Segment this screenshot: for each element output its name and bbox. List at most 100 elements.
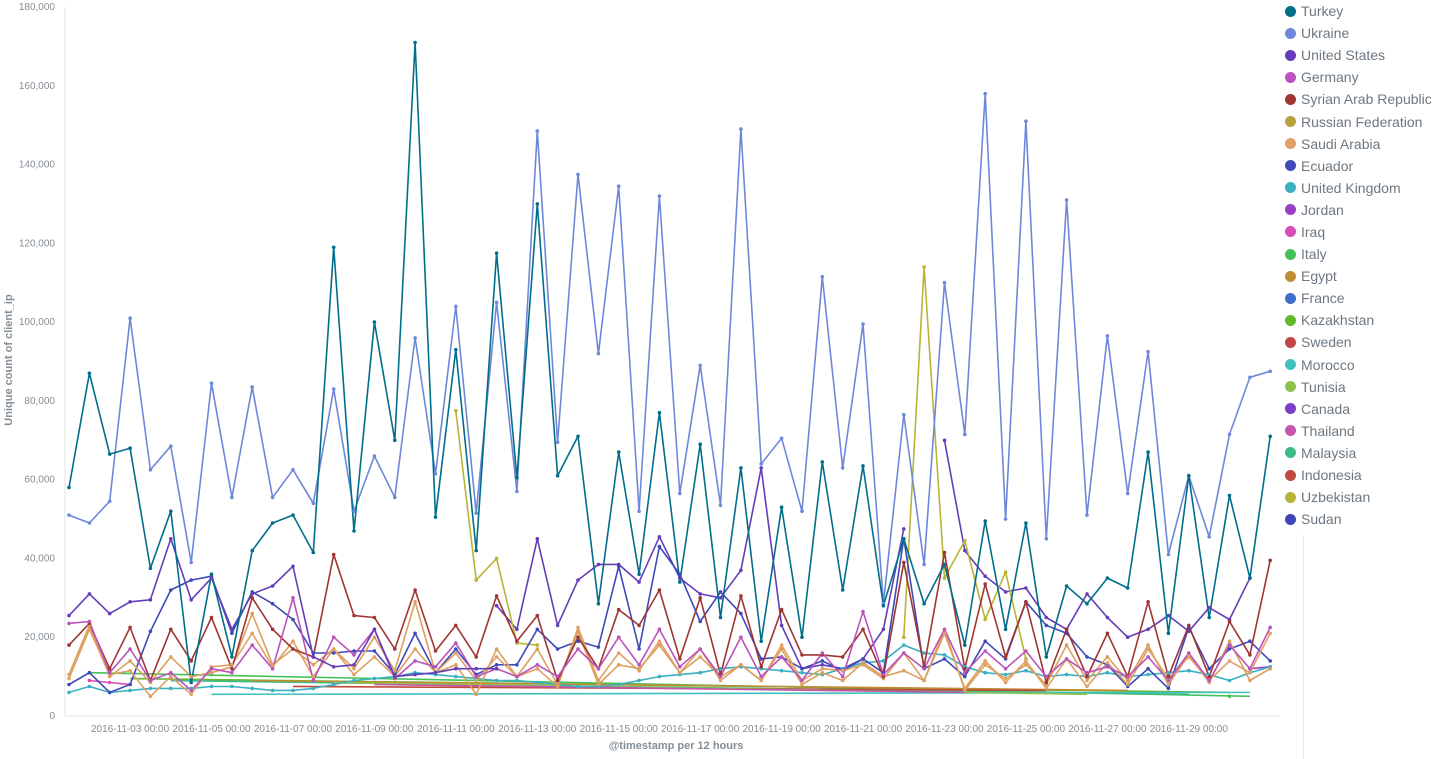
data-point-germany[interactable] — [230, 670, 234, 675]
series-line-turkey[interactable] — [68, 41, 1271, 684]
legend-item-jordan[interactable]: Jordan — [1282, 199, 1432, 221]
data-point-united-kingdom[interactable] — [148, 686, 153, 691]
data-point-syrian-arab-republic[interactable] — [474, 655, 479, 659]
data-point-ukraine[interactable] — [189, 560, 193, 565]
data-point-syrian-arab-republic[interactable] — [698, 596, 702, 600]
data-point-extra[interactable] — [1003, 590, 1008, 594]
data-point-turkey[interactable] — [87, 371, 92, 376]
data-point-turkey[interactable] — [1003, 627, 1008, 632]
data-point-russian-federation[interactable] — [1125, 678, 1130, 683]
data-point-germany[interactable] — [983, 649, 987, 653]
legend-item-united-kingdom[interactable]: United Kingdom — [1282, 177, 1432, 199]
data-point-ecuador[interactable] — [963, 674, 967, 679]
data-point-united-states[interactable] — [413, 672, 417, 677]
data-point-united-states[interactable] — [67, 613, 71, 618]
data-point-saudi-arabia[interactable] — [372, 655, 377, 659]
data-point-syrian-arab-republic[interactable] — [128, 625, 132, 630]
data-point-extra[interactable] — [515, 627, 519, 632]
data-point-russian-federation[interactable] — [1146, 643, 1150, 647]
data-point-united-kingdom[interactable] — [535, 680, 540, 685]
data-point-germany[interactable] — [616, 635, 621, 639]
data-point-germany[interactable] — [454, 641, 458, 645]
data-point-united-kingdom[interactable] — [230, 684, 234, 689]
data-point-germany[interactable] — [657, 627, 662, 632]
data-point-russian-federation[interactable] — [678, 670, 682, 675]
data-point-saudi-arabia[interactable] — [657, 639, 662, 643]
data-point-united-states[interactable] — [87, 592, 92, 596]
data-point-ukraine[interactable] — [87, 521, 92, 525]
data-point-ecuador[interactable] — [983, 639, 987, 643]
data-point-syrian-arab-republic[interactable] — [637, 623, 641, 628]
data-point-russian-federation[interactable] — [820, 670, 825, 675]
data-point-ecuador[interactable] — [800, 666, 804, 671]
data-point-ecuador[interactable] — [230, 631, 234, 636]
data-point-ecuador[interactable] — [739, 611, 743, 616]
data-point-extra[interactable] — [555, 623, 560, 628]
series-line-germany[interactable] — [68, 596, 1271, 692]
data-point-united-states[interactable] — [474, 666, 479, 671]
data-point-germany[interactable] — [698, 647, 702, 651]
data-point-united-kingdom[interactable] — [779, 668, 784, 673]
data-point-syrian-arab-republic[interactable] — [983, 582, 987, 586]
data-point-turkey[interactable] — [637, 572, 641, 576]
data-point-germany[interactable] — [922, 666, 926, 671]
legend-item-france[interactable]: France — [1282, 287, 1432, 309]
data-point-germany[interactable] — [1166, 678, 1171, 683]
data-point-saudi-arabia[interactable] — [494, 655, 499, 659]
data-point-syrian-arab-republic[interactable] — [902, 560, 906, 565]
data-point-syrian-arab-republic[interactable] — [576, 635, 580, 639]
data-point-ecuador[interactable] — [1166, 686, 1171, 691]
data-point-russian-federation[interactable] — [169, 655, 173, 659]
data-point-united-kingdom[interactable] — [454, 674, 458, 679]
legend-item-iraq[interactable]: Iraq — [1282, 221, 1432, 243]
data-point-turkey[interactable] — [739, 466, 743, 470]
data-point-ecuador[interactable] — [87, 670, 92, 675]
data-point-turkey[interactable] — [169, 509, 173, 513]
data-point-united-kingdom[interactable] — [576, 684, 580, 689]
legend-item-indonesia[interactable]: Indonesia — [1282, 464, 1432, 486]
data-point-syrian-arab-republic[interactable] — [454, 623, 458, 628]
legend-item-saudi-arabia[interactable]: Saudi Arabia — [1282, 133, 1432, 155]
data-point-ecuador[interactable] — [311, 651, 316, 655]
data-point-united-states[interactable] — [250, 592, 254, 596]
data-point-germany[interactable] — [555, 674, 560, 679]
legend-item-thailand[interactable]: Thailand — [1282, 420, 1432, 442]
data-point-saudi-arabia[interactable] — [1125, 682, 1130, 687]
data-point-turkey[interactable] — [189, 680, 193, 685]
data-point-saudi-arabia[interactable] — [576, 625, 580, 630]
data-point-turkey[interactable] — [820, 460, 825, 464]
data-point-germany[interactable] — [861, 609, 865, 614]
data-point-turkey[interactable] — [372, 320, 377, 324]
data-point-ecuador[interactable] — [189, 578, 193, 582]
data-point-saudi-arabia[interactable] — [840, 668, 845, 673]
data-point-united-kingdom[interactable] — [616, 682, 621, 687]
data-point-germany[interactable] — [189, 688, 193, 693]
data-point-ecuador[interactable] — [596, 645, 601, 649]
data-point-saudi-arabia[interactable] — [67, 676, 71, 681]
data-point-turkey[interactable] — [1085, 601, 1089, 606]
data-point-united-states[interactable] — [128, 600, 132, 604]
data-point-syrian-arab-republic[interactable] — [1003, 655, 1008, 659]
data-point-syrian-arab-republic[interactable] — [270, 627, 275, 632]
data-point-united-states[interactable] — [372, 627, 377, 632]
data-point-syrian-arab-republic[interactable] — [535, 613, 540, 618]
data-point-ukraine[interactable] — [637, 509, 641, 513]
data-point-turkey[interactable] — [1248, 576, 1252, 580]
data-point-russian-federation[interactable] — [840, 678, 845, 683]
data-point-saudi-arabia[interactable] — [1003, 680, 1008, 685]
data-point-uzbekistan[interactable] — [983, 617, 987, 622]
data-point-syrian-arab-republic[interactable] — [352, 613, 356, 618]
data-point-ukraine[interactable] — [270, 495, 275, 500]
data-point-germany[interactable] — [413, 659, 417, 663]
data-point-ukraine[interactable] — [1207, 535, 1211, 539]
data-point-russian-federation[interactable] — [1003, 676, 1008, 681]
data-point-ukraine[interactable] — [942, 280, 947, 285]
data-point-united-kingdom[interactable] — [169, 686, 173, 691]
data-point-russian-federation[interactable] — [739, 663, 743, 667]
data-point-russian-federation[interactable] — [1105, 655, 1110, 659]
data-point-russian-federation[interactable] — [779, 647, 784, 651]
data-point-extra[interactable] — [983, 574, 987, 578]
data-point-extra[interactable] — [881, 627, 886, 632]
data-point-united-states[interactable] — [107, 611, 112, 616]
data-point-russian-federation[interactable] — [1248, 678, 1252, 683]
